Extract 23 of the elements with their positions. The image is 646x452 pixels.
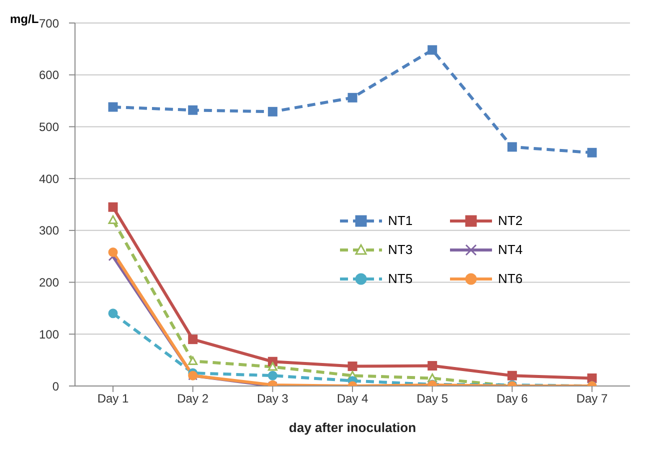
x-tick-label: Day 4 (336, 392, 368, 406)
y-axis-title: mg/L (10, 12, 39, 26)
x-tick-label: Day 2 (177, 392, 209, 406)
legend-label: NT5 (388, 271, 413, 286)
x-tick-label: Day 1 (97, 392, 129, 406)
legend-label: NT2 (498, 213, 523, 228)
y-tick-label: 500 (38, 120, 60, 134)
y-tick-label: 300 (38, 224, 60, 238)
y-tick-label: 400 (38, 172, 60, 186)
legend-label: NT3 (388, 242, 413, 257)
x-axis-title: day after inoculation (288, 420, 416, 435)
y-tick-label: 600 (38, 68, 60, 82)
legend-label: NT1 (388, 213, 413, 228)
x-tick-label: Day 3 (256, 392, 289, 406)
y-tick-label: 200 (38, 276, 60, 290)
y-tick-label: 0 (52, 379, 60, 394)
x-tick-label: Day 7 (576, 392, 608, 406)
legend-label: NT4 (498, 242, 523, 257)
x-tick-label: Day 5 (416, 392, 448, 406)
x-tick-label: Day 6 (496, 392, 528, 406)
y-tick-label: 100 (38, 327, 60, 342)
y-tick-label: 700 (38, 16, 60, 30)
legend-label: NT6 (498, 271, 523, 286)
